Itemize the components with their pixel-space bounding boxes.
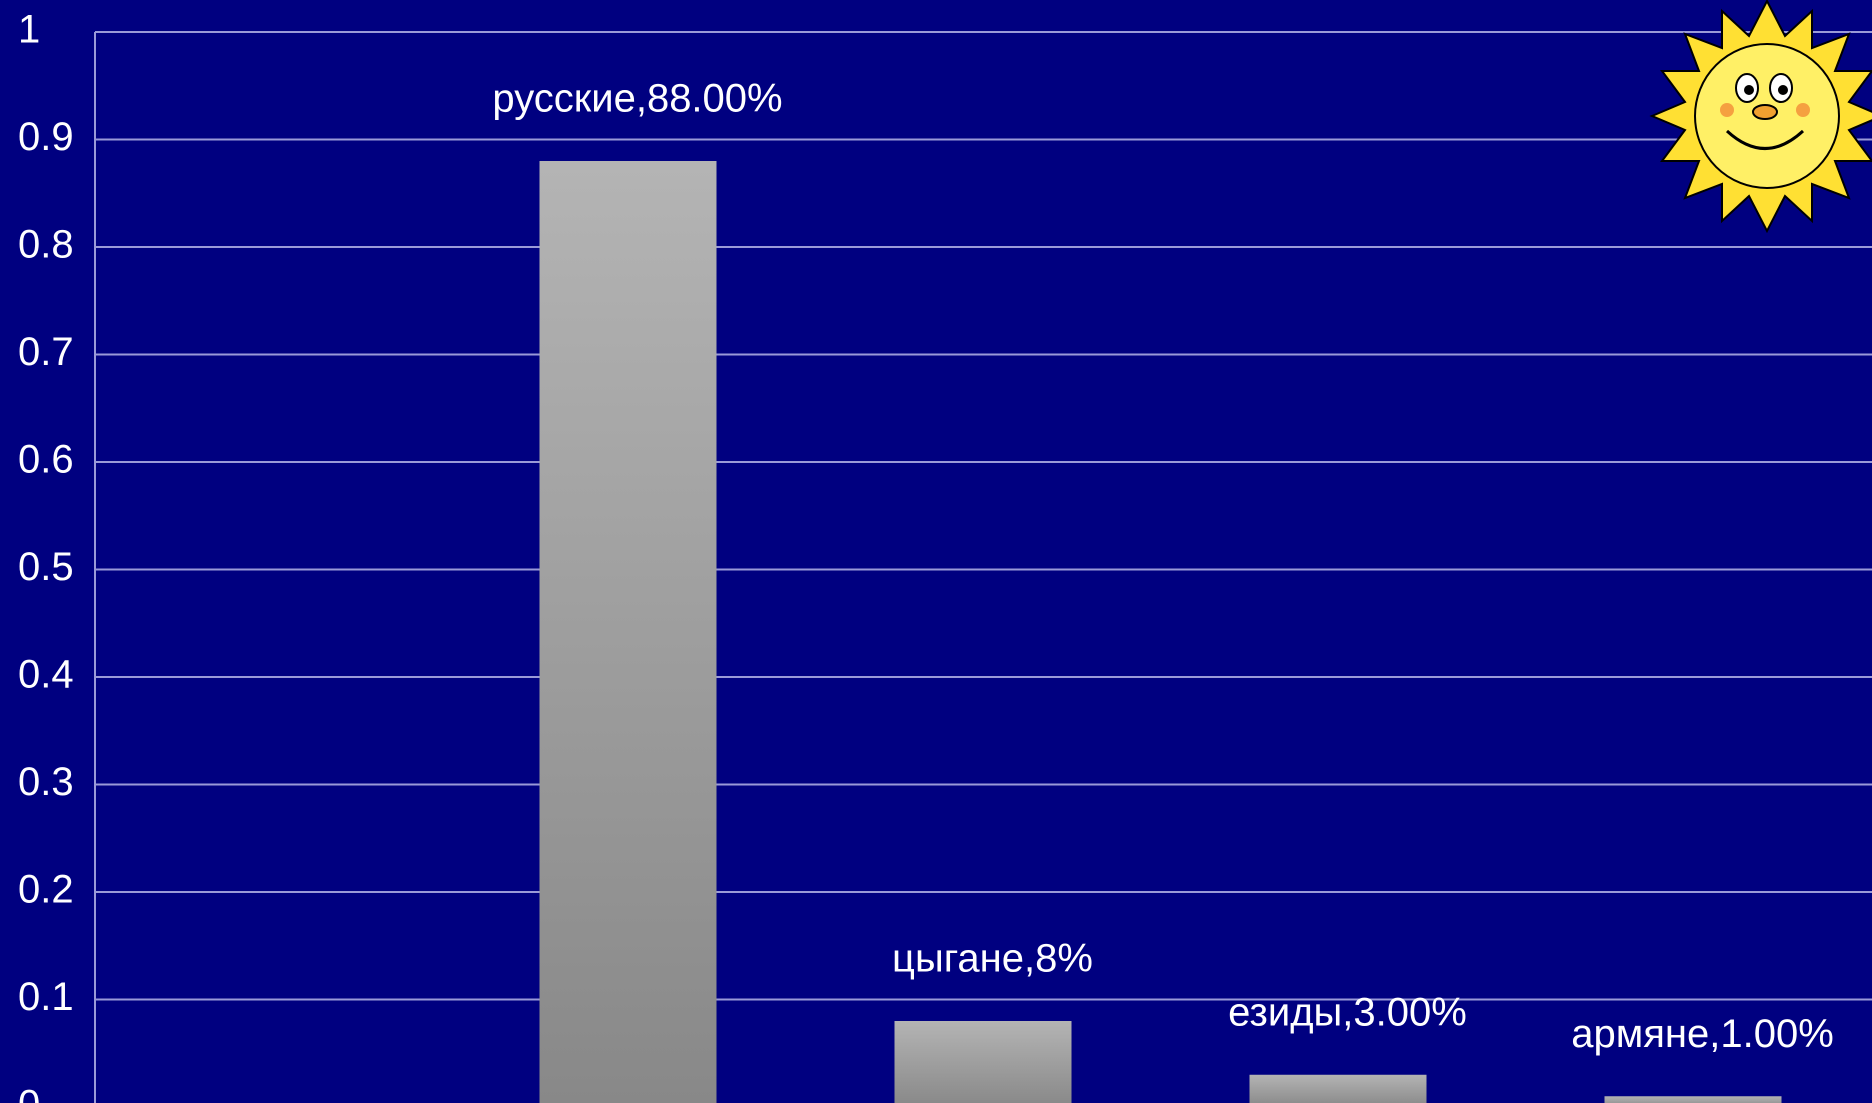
y-tick-label: 0.4 bbox=[18, 653, 74, 697]
bar bbox=[1249, 1074, 1427, 1103]
bar bbox=[539, 161, 717, 1103]
data-label: русские,88.00% bbox=[492, 77, 782, 121]
data-label: армяне,1.00% bbox=[1571, 1012, 1834, 1056]
sun-decoration bbox=[1649, 0, 1872, 234]
bar bbox=[894, 1021, 1072, 1103]
data-label: цыгане,8% bbox=[892, 937, 1093, 981]
y-tick-label: 0 bbox=[18, 1083, 40, 1103]
data-label: езиды,3.00% bbox=[1228, 990, 1467, 1034]
y-tick-label: 0.3 bbox=[18, 760, 74, 804]
y-tick-label: 0.9 bbox=[18, 115, 74, 159]
y-tick-label: 1 bbox=[18, 8, 40, 52]
y-tick-label: 0.8 bbox=[18, 223, 74, 267]
y-tick-label: 0.7 bbox=[18, 330, 74, 374]
y-tick-label: 0.6 bbox=[18, 438, 74, 482]
y-tick-label: 0.2 bbox=[18, 868, 74, 912]
y-tick-label: 0.1 bbox=[18, 975, 74, 1019]
y-tick-label: 0.5 bbox=[18, 545, 74, 589]
bar bbox=[1604, 1096, 1782, 1103]
